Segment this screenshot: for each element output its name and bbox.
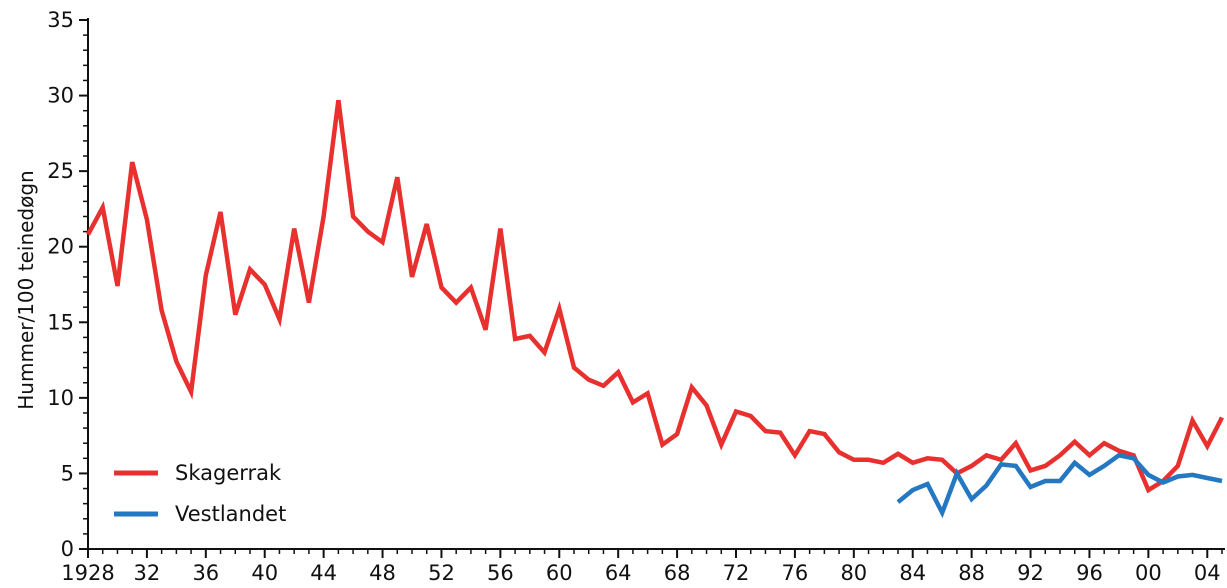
x-tick-label: 56 [487,561,514,585]
y-axis-title: Hummer/100 teinedøgn [14,170,38,409]
x-tick-label: 1928 [61,561,114,585]
legend: Skagerrak Vestlandet [114,461,286,526]
series-line-vestlandet [896,452,1223,519]
x-tick-label: 44 [310,561,337,585]
y-tick-label: 35 [47,8,74,32]
x-tick-label: 84 [899,561,926,585]
y-ticks: 0 5 10 15 20 25 30 35 [47,8,88,561]
x-tick-label: 88 [958,561,985,585]
x-tick-label: 80 [840,561,867,585]
series-line-skagerrak [86,99,1225,494]
legend-label-vestlandet: Vestlandet [175,502,286,526]
legend-label-skagerrak: Skagerrak [175,461,282,485]
y-tick-label: 10 [47,386,74,410]
x-tick-label: 36 [192,561,219,585]
x-tick-label: 32 [134,561,161,585]
series-layer [86,99,1225,519]
x-tick-label: 76 [782,561,809,585]
x-tick-label: 52 [428,561,455,585]
y-tick-label: 25 [47,159,74,183]
x-tick-label: 72 [723,561,750,585]
x-tick-label: 64 [605,561,632,585]
x-tick-label: 40 [251,561,278,585]
y-tick-label: 20 [47,235,74,259]
x-tick-label: 04 [1194,561,1221,585]
y-tick-label: 5 [61,461,74,485]
y-tick-label: 30 [47,84,74,108]
y-tick-label: 0 [61,537,74,561]
x-tick-label: 60 [546,561,573,585]
x-ticks: 1928 32 36 40 44 48 52 56 60 64 68 72 76 80 84 88 92 96 00… [61,549,1223,585]
y-axis-title-group: Hummer/100 teinedøgn [14,170,38,409]
y-tick-label: 15 [47,310,74,334]
x-tick-label: 00 [1135,561,1162,585]
x-tick-label: 96 [1076,561,1103,585]
axes [87,18,1225,550]
x-tick-label: 68 [664,561,691,585]
x-tick-label: 92 [1017,561,1044,585]
x-tick-label: 48 [369,561,396,585]
